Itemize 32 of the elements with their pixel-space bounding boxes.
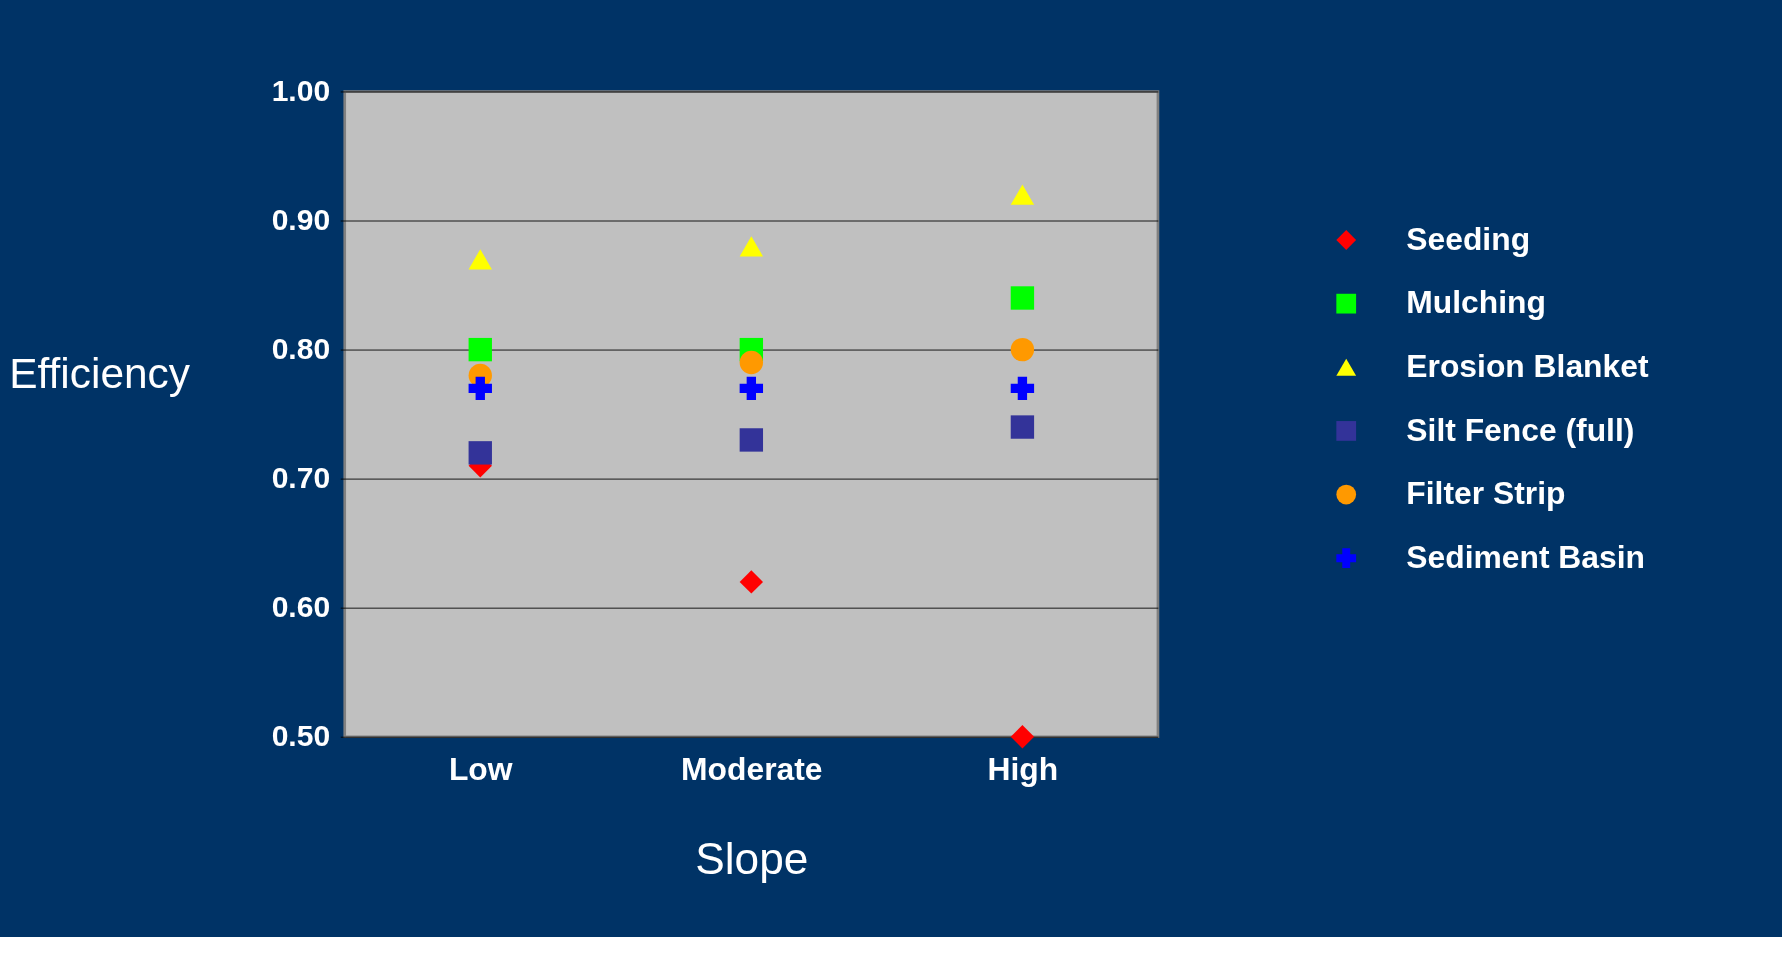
y-tick-label: 0.70: [271, 460, 331, 494]
point: [1010, 337, 1035, 362]
legend-label: Sediment Basin: [1406, 538, 1645, 575]
point: [1010, 286, 1035, 310]
point: [468, 249, 492, 270]
y-tick-label: 0.60: [271, 590, 331, 623]
legend-label: Silt Fence (full): [1406, 411, 1635, 448]
point: [739, 350, 764, 375]
legend-label: Seeding: [1406, 220, 1531, 257]
x-axis-title: Slope: [695, 834, 809, 884]
point: [468, 441, 492, 465]
legend-label: Erosion Blanket: [1406, 348, 1649, 385]
y-tick-label: 0.80: [271, 331, 331, 365]
point: [468, 337, 492, 362]
point: [739, 236, 764, 257]
point: [1010, 415, 1035, 439]
point: [1010, 376, 1035, 401]
point: [739, 428, 764, 452]
legend-label: Filter Strip: [1406, 475, 1566, 512]
point: [468, 376, 492, 401]
point: [1010, 184, 1035, 205]
y-tick-label: 0.90: [271, 202, 331, 236]
x-tick-label: High: [987, 750, 1059, 787]
x-tick-label: Moderate: [681, 750, 823, 787]
point: [1010, 725, 1035, 749]
y-axis-title: Efficiency: [9, 350, 191, 398]
y-tick-label: 1.00: [271, 73, 331, 107]
y-tick-label: 0.50: [271, 719, 331, 753]
legend-label: Mulching: [1406, 284, 1546, 321]
x-tick-label: Low: [448, 750, 513, 787]
point: [739, 570, 764, 594]
point: [739, 376, 764, 401]
